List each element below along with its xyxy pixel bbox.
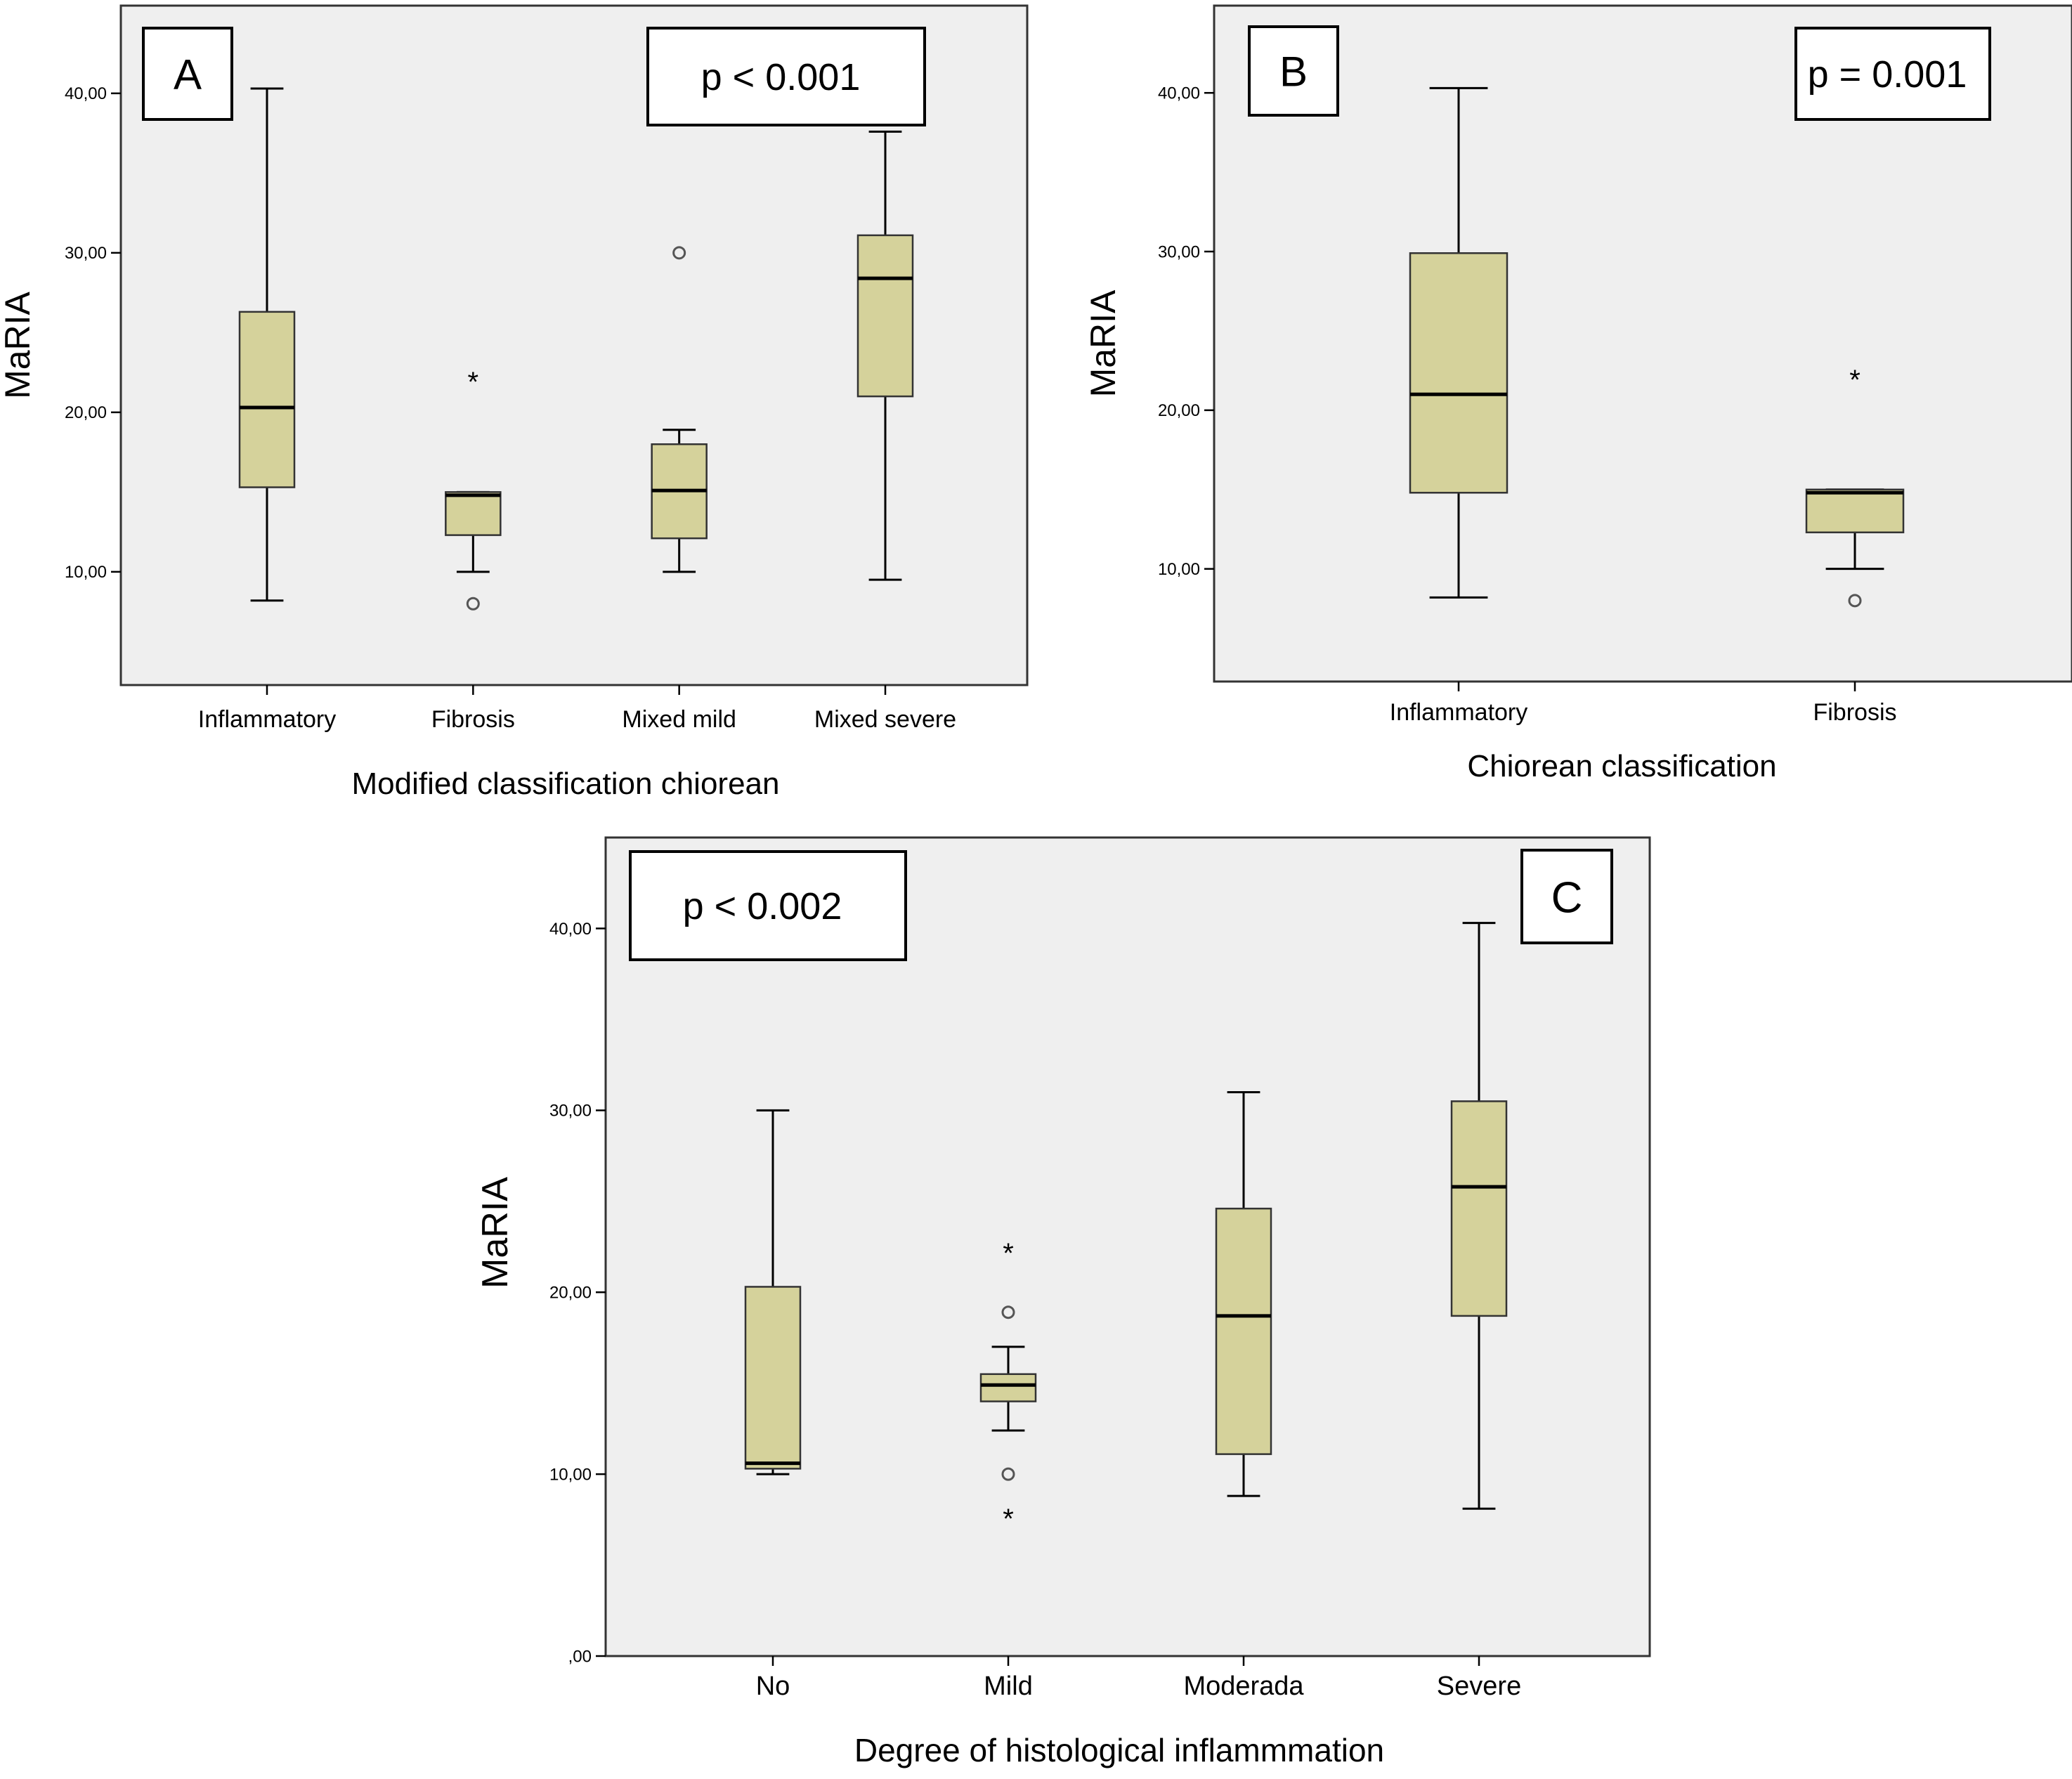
extreme-point: *	[1849, 365, 1861, 396]
box-mixed-severe	[856, 130, 914, 581]
p-value-label: p = 0.001	[1808, 53, 1967, 96]
panel-a: 10,00 20,00 30,00 40,00 Inflammatory Fibrosis…	[0, 4, 1029, 801]
p-value-label: p < 0.002	[683, 885, 842, 927]
p-value-box	[646, 27, 926, 126]
box-severe	[1450, 922, 1508, 1510]
y-axis-title: MaRIA	[0, 291, 37, 398]
y-tick-label: 10,00	[1158, 560, 1200, 579]
p-value-box	[629, 850, 907, 961]
box-moderada	[1215, 1090, 1272, 1497]
x-tick-label: Mild	[984, 1672, 1033, 1701]
box-body	[979, 1373, 1037, 1402]
outlier-point	[466, 597, 480, 611]
box-inflammatory	[238, 87, 296, 602]
box-mixed-mild	[651, 246, 708, 573]
y-tick-label: 20,00	[549, 1284, 592, 1303]
x-tick-label: Inflammatory	[1390, 699, 1528, 726]
panel-label-box	[1248, 25, 1339, 117]
box-inflammatory	[1409, 86, 1509, 599]
box-no	[744, 1109, 802, 1475]
y-tick-label: 40,00	[1158, 84, 1200, 103]
extreme-point: *	[1003, 1238, 1014, 1269]
panel-label-box	[142, 27, 233, 121]
x-tick-label: Inflammatory	[198, 706, 337, 733]
y-tick-label: 20,00	[65, 403, 107, 422]
x-tick-label: Mixed severe	[814, 706, 956, 733]
y-tick-label: 10,00	[549, 1466, 592, 1485]
box-body	[1805, 488, 1905, 533]
panel-label: C	[1551, 873, 1583, 922]
y-tick-label: 30,00	[549, 1102, 592, 1121]
y-tick-label: 20,00	[1158, 401, 1200, 420]
y-tick-label: 40,00	[549, 920, 592, 939]
y-axis-title: MaRIA	[1083, 289, 1123, 397]
box-body	[856, 234, 914, 398]
y-tick-label: 30,00	[65, 244, 107, 263]
box-body	[445, 491, 502, 536]
box-body	[744, 1286, 802, 1470]
box-mild: **	[979, 1238, 1037, 1534]
panel-c: ,00 10,00 20,00 30,00 40,00 No Mild Moderada Sev…	[475, 836, 1651, 1768]
x-tick-label: Fibrosis	[431, 706, 515, 733]
x-tick-label: No	[756, 1672, 790, 1701]
x-tick-label: Moderada	[1183, 1672, 1304, 1701]
box-fibrosis: *	[1805, 365, 1905, 608]
outlier-point	[1001, 1467, 1015, 1481]
y-tick-label: 30,00	[1158, 242, 1200, 261]
y-axis-title: MaRIA	[475, 1177, 516, 1289]
box-fibrosis: *	[445, 367, 502, 611]
outlier-point	[1001, 1305, 1015, 1319]
x-axis-title: Chiorean classification	[1467, 749, 1776, 783]
outlier-point	[1848, 594, 1862, 608]
extreme-point: *	[1003, 1504, 1014, 1534]
x-tick-label: Severe	[1437, 1672, 1521, 1701]
panel-label: A	[174, 51, 202, 98]
x-tick-label: Fibrosis	[1813, 699, 1896, 726]
box-body	[238, 311, 296, 488]
x-axis-title: Modified classification chiorean	[352, 767, 780, 801]
y-tick-label: 40,00	[65, 84, 107, 103]
box-body	[1215, 1207, 1272, 1455]
extreme-point: *	[468, 367, 479, 398]
box-body	[1450, 1100, 1508, 1317]
outlier-point	[672, 246, 686, 260]
p-value-label: p < 0.001	[701, 56, 861, 98]
p-value-box	[1794, 27, 1991, 121]
y-tick-label: 10,00	[65, 563, 107, 582]
box-body	[1409, 252, 1509, 494]
panel-b: 10,00 20,00 30,00 40,00 Inflammatory Fibrosis…	[1083, 4, 2072, 783]
panel-label-box	[1520, 849, 1613, 944]
x-axis-title: Degree of histological inflammmation	[854, 1732, 1384, 1768]
panel-label: B	[1279, 48, 1308, 96]
y-tick-label: ,00	[568, 1647, 592, 1666]
x-tick-label: Mixed mild	[622, 706, 736, 733]
